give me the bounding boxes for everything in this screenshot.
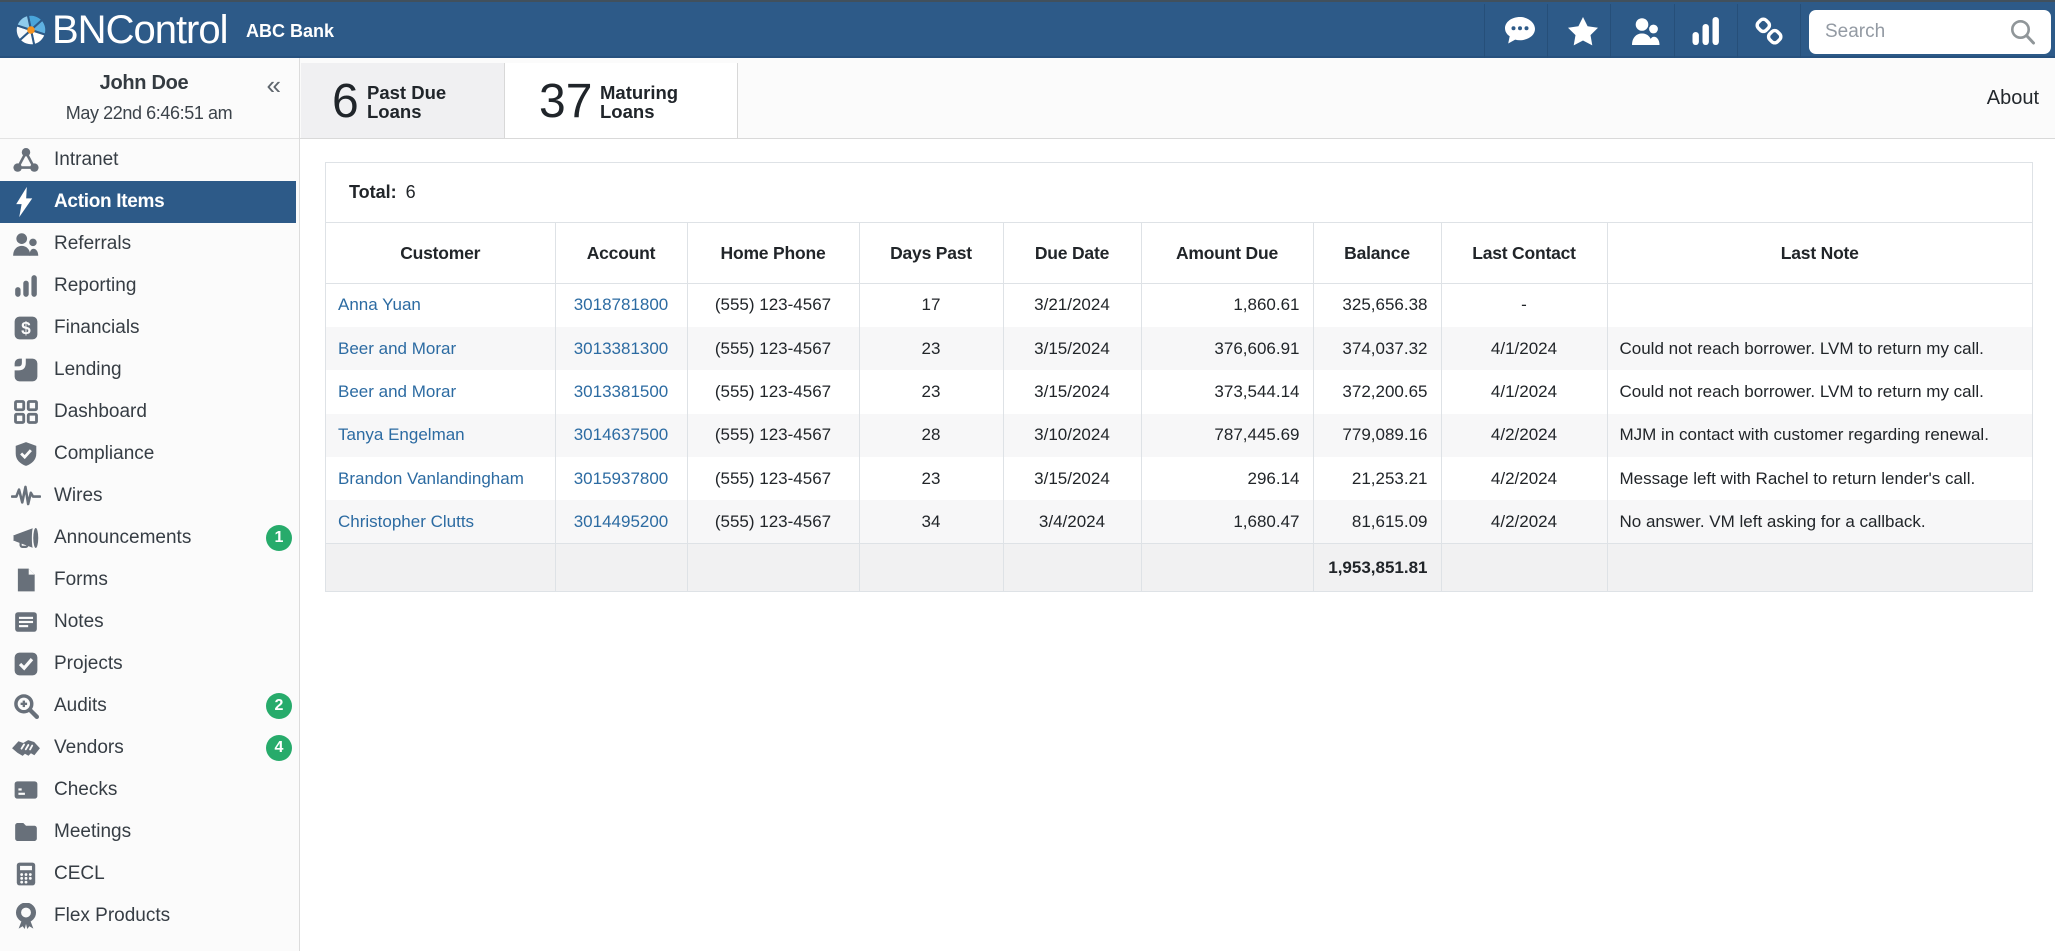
svg-text:$: $ <box>21 318 31 338</box>
